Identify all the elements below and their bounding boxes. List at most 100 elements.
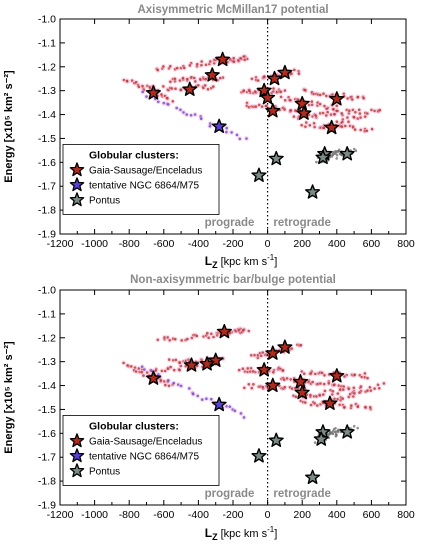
orbit-point (290, 387, 294, 390)
orbit-point (178, 361, 182, 364)
orbit-point (175, 66, 179, 70)
orbit-point (331, 432, 335, 436)
orbit-point (250, 105, 253, 108)
orbit-point (122, 78, 126, 82)
y-tick-label: -1.1 (38, 37, 56, 49)
orbit-point (278, 384, 281, 388)
cluster-star-marker (339, 424, 355, 439)
orbit-point (237, 59, 240, 62)
x-tick-label: -800 (119, 509, 140, 521)
orbit-point (178, 368, 181, 372)
orbit-point (283, 89, 287, 92)
orbit-point (309, 382, 313, 385)
orbit-point (359, 385, 363, 388)
x-label-sub: Z (212, 260, 218, 270)
orbit-point (156, 68, 160, 72)
orbit-point (189, 114, 193, 117)
orbit-point (288, 386, 292, 389)
orbit-point (254, 76, 258, 79)
orbit-point (320, 371, 324, 375)
orbit-point (163, 369, 167, 373)
orbit-point (343, 406, 346, 409)
orbit-point (179, 364, 183, 368)
chart-title: Non-axisymmetric bar/bulge potential (130, 274, 336, 286)
orbit-point (134, 370, 138, 373)
orbit-point (209, 60, 212, 63)
orbit-point (312, 395, 316, 398)
orbit-point (188, 387, 191, 390)
annotation-prograde: prograde (205, 488, 255, 500)
x-label-sup: -1 (267, 525, 275, 534)
orbit-point (256, 353, 260, 357)
orbit-point (173, 79, 177, 83)
orbit-point (329, 431, 332, 434)
y-tick-label: -1.6 (38, 428, 56, 440)
orbit-point (140, 365, 144, 369)
orbit-point (334, 427, 337, 430)
orbit-point (245, 90, 249, 94)
orbit-point (261, 385, 265, 389)
orbit-point (250, 386, 254, 390)
orbit-point (370, 108, 373, 112)
orbit-point (252, 383, 255, 386)
orbit-point (337, 430, 340, 434)
cluster-star-marker (183, 357, 200, 372)
orbit-point (362, 97, 366, 100)
orbit-point (348, 124, 352, 128)
orbit-point (358, 112, 362, 115)
orbit-point (149, 86, 152, 89)
orbit-point (325, 107, 328, 111)
orbit-point (272, 90, 275, 93)
cluster-star-marker (256, 362, 272, 377)
orbit-point (179, 384, 183, 388)
orbit-point (354, 402, 358, 406)
y-tick-label: -1.8 (38, 476, 56, 488)
orbit-point (356, 117, 360, 120)
orbit-point (342, 385, 346, 388)
y-axis-label: Energy [x10⁵ km² s⁻²] (3, 70, 15, 183)
cluster-star-marker (305, 469, 321, 485)
orbit-point (339, 388, 342, 391)
orbit-point (296, 343, 299, 347)
orbit-point (351, 108, 355, 112)
orbit-point (376, 383, 380, 387)
orbit-point (279, 367, 283, 371)
orbit-point (281, 106, 285, 110)
orbit-point (263, 75, 266, 78)
orbit-point (228, 405, 232, 409)
orbit-point (253, 353, 256, 357)
y-tick-label: -1.8 (38, 205, 56, 217)
cluster-star-marker (182, 81, 198, 96)
orbit-point (322, 126, 326, 130)
orbit-point (154, 369, 157, 372)
orbit-point (373, 387, 376, 390)
cluster-star-marker (251, 448, 267, 463)
orbit-point (297, 70, 300, 73)
orbit-point (183, 66, 186, 70)
orbit-point (258, 351, 262, 355)
orbit-point (146, 84, 149, 88)
y-tick-label: -1.6 (38, 157, 56, 169)
orbit-point (293, 68, 296, 72)
orbit-point (237, 368, 241, 372)
orbit-point (206, 87, 210, 91)
orbit-point (336, 397, 340, 401)
chart-panel-2: Non-axisymmetric bar/bulge potential-120… (3, 274, 415, 542)
orbit-point (351, 98, 354, 101)
orbit-point (290, 347, 294, 350)
orbit-point (344, 124, 347, 128)
orbit-point (309, 393, 312, 397)
orbit-point (366, 112, 369, 115)
orbit-point (283, 385, 287, 389)
legend-star-icon (69, 448, 85, 463)
orbit-point (312, 122, 316, 125)
orbit-point (366, 389, 369, 392)
orbit-point (319, 93, 322, 97)
orbit-point (364, 405, 367, 409)
orbit-point (352, 395, 355, 398)
orbit-point (318, 112, 322, 115)
orbit-point (260, 105, 264, 108)
y-tick-label: -1.2 (38, 332, 56, 344)
legend-entry-label: tentative NGC 6864/M75 (89, 451, 199, 462)
orbit-point (304, 125, 307, 128)
